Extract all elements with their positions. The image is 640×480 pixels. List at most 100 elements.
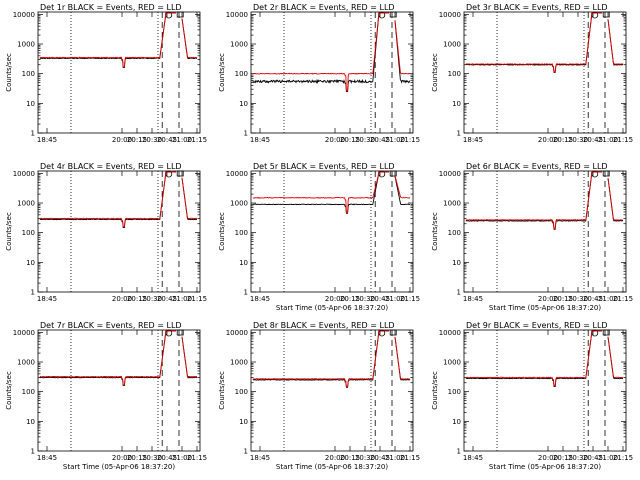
x-tick-label: 20:30 [142, 136, 162, 144]
y-tick-label: 1000 [17, 41, 35, 49]
x-tick-label: 20:45 [583, 454, 603, 462]
y-tick-label: 10 [239, 259, 248, 267]
series-events [39, 12, 198, 69]
x-tick-label: 18:45 [463, 454, 483, 462]
x-tick-label: 20:00 [325, 454, 345, 462]
x-tick-label: 21:00 [598, 136, 618, 144]
series-events [252, 171, 411, 214]
y-tick-label: 10000 [226, 11, 248, 19]
x-tick-label: 21:15 [187, 136, 207, 144]
y-tick-label: 10000 [13, 170, 35, 178]
y-tick-label: 1000 [443, 41, 461, 49]
x-tick-label: 18:45 [250, 295, 270, 303]
x-tick-label: 18:45 [37, 295, 57, 303]
y-tick-label: 10 [452, 259, 461, 267]
series-events [39, 330, 198, 387]
x-tick-label: 21:00 [172, 136, 192, 144]
panel-title: Det 1r BLACK = Events, RED = LLD [40, 3, 182, 12]
x-tick-label: 20:45 [157, 295, 177, 303]
series-lld [465, 330, 624, 387]
square-marker [602, 170, 610, 177]
y-tick-label: 100 [22, 388, 35, 396]
series-events [39, 171, 197, 228]
series-events [465, 171, 624, 230]
x-tick-label: 21:15 [613, 136, 633, 144]
y-tick-label: 100 [235, 229, 248, 237]
y-tick-label: 10000 [439, 11, 461, 19]
x-tick-label: 20:00 [325, 136, 345, 144]
y-tick-label: 1000 [230, 200, 248, 208]
x-tick-label: 18:45 [37, 454, 57, 462]
x-tick-label: 21:15 [400, 295, 420, 303]
x-tick-label: 20:15 [553, 136, 573, 144]
plot-frame [250, 11, 414, 134]
panel-4: Det 4r BLACK = Events, RED = LLD 1 10 100 10… [5, 162, 207, 303]
x-tick-label: 20:30 [568, 295, 588, 303]
x-tick-label: 21:00 [385, 295, 405, 303]
x-tick-label: 21:00 [385, 454, 405, 462]
x-tick-label: 20:30 [142, 295, 162, 303]
square-marker [602, 329, 610, 336]
x-tick-label: 20:30 [142, 454, 162, 462]
square-marker [176, 329, 184, 336]
series-lld [252, 171, 411, 214]
panel-title: Det 5r BLACK = Events, RED = LLD [253, 162, 395, 171]
y-tick-label: 1 [457, 130, 461, 138]
y-tick-label: 10 [239, 100, 248, 108]
square-marker [389, 170, 397, 177]
panel-title: Det 3r BLACK = Events, RED = LLD [466, 3, 608, 12]
x-axis-label: Start Time (05-Apr-06 18:37:20) [63, 463, 175, 471]
x-tick-label: 18:45 [37, 136, 57, 144]
x-tick-label: 20:45 [583, 136, 603, 144]
y-tick-label: 1000 [443, 200, 461, 208]
square-marker [389, 329, 397, 336]
panel-5: Det 5r BLACK = Events, RED = LLD 1 10 100 10… [218, 162, 420, 312]
y-tick-label: 10000 [439, 329, 461, 337]
x-tick-label: 20:00 [538, 136, 558, 144]
y-tick-label: 1 [244, 448, 248, 456]
x-tick-label: 20:30 [355, 295, 375, 303]
x-tick-label: 20:45 [370, 454, 390, 462]
y-tick-label: 1000 [17, 359, 35, 367]
y-tick-label: 10 [26, 259, 35, 267]
series-events [465, 330, 623, 387]
x-tick-label: 20:30 [355, 454, 375, 462]
panel-8: Det 8r BLACK = Events, RED = LLD 1 10 100 10… [218, 321, 420, 471]
x-tick-label: 18:45 [250, 454, 270, 462]
y-tick-label: 1 [244, 289, 248, 297]
series-events [252, 12, 411, 92]
y-tick-label: 1 [457, 448, 461, 456]
series-lld [39, 171, 198, 228]
x-tick-label: 21:15 [187, 454, 207, 462]
y-tick-label: 100 [235, 388, 248, 396]
y-tick-label: 1 [31, 448, 35, 456]
series-lld [252, 330, 411, 388]
x-tick-label: 20:00 [112, 454, 132, 462]
y-tick-label: 1 [31, 130, 35, 138]
y-axis-label: Counts/sec [5, 212, 13, 251]
y-axis-label: Counts/sec [5, 371, 13, 410]
x-tick-label: 18:45 [463, 136, 483, 144]
x-tick-label: 20:15 [340, 136, 360, 144]
x-tick-label: 21:15 [613, 295, 633, 303]
y-tick-label: 10000 [226, 329, 248, 337]
panel-title: Det 6r BLACK = Events, RED = LLD [466, 162, 608, 171]
x-tick-label: 21:00 [598, 295, 618, 303]
y-tick-label: 1 [31, 289, 35, 297]
x-tick-label: 21:15 [187, 295, 207, 303]
plot-frame [37, 170, 201, 293]
y-axis-label: Counts/sec [5, 53, 13, 92]
y-tick-label: 10000 [13, 11, 35, 19]
x-tick-label: 20:15 [553, 295, 573, 303]
y-axis-label: Counts/sec [218, 212, 226, 251]
panel-7: Det 7r BLACK = Events, RED = LLD 1 10 100 10… [5, 321, 207, 471]
square-marker [602, 11, 610, 18]
x-tick-label: 20:45 [583, 295, 603, 303]
x-tick-label: 20:45 [157, 454, 177, 462]
series-lld [39, 12, 198, 68]
series-lld [465, 12, 624, 73]
x-tick-label: 20:15 [127, 136, 147, 144]
y-axis-label: Counts/sec [431, 212, 439, 251]
plot-frame [250, 329, 414, 452]
